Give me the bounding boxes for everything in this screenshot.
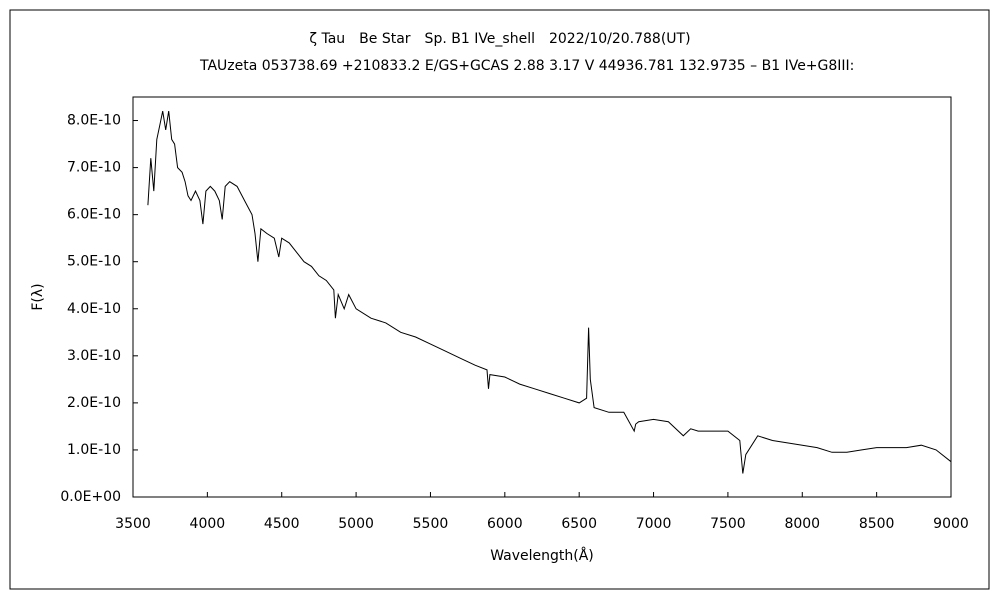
plot-frame [132,96,952,498]
x-tick-label: 6000 [487,516,523,532]
x-tick-label: 5000 [338,516,374,532]
x-tick-label: 9000 [933,516,969,532]
y-tick-label: 2.0E-10 [67,395,121,411]
x-tick-label: 6500 [561,516,597,532]
y-tick-label: 1.0E-10 [67,442,121,458]
x-tick-label: 8000 [784,516,820,532]
x-tick-label: 7000 [636,516,672,532]
x-tick-label: 8500 [859,516,895,532]
y-axis-label: F(λ) [30,283,46,310]
y-tick-label: 7.0E-10 [67,160,121,176]
y-tick-label: 6.0E-10 [67,207,121,223]
x-tick-label: 5500 [413,516,449,532]
x-tick-label: 4000 [190,516,226,532]
y-tick-label: 5.0E-10 [67,254,121,270]
y-tick-label: 0.0E+00 [60,489,121,505]
x-axis-label: Wavelength(Å) [490,547,594,564]
chart-border [9,9,990,590]
chart-title: ζ Tau Be Star Sp. B1 IVe_shell 2022/10/2… [309,31,690,47]
y-tick-label: 4.0E-10 [67,301,121,317]
chart-subtitle: TAUzeta 053738.69 +210833.2 E/GS+GCAS 2.… [199,58,854,74]
spectrum-line [147,110,952,474]
x-tick-label: 3500 [115,516,151,532]
x-tick-label: 4500 [264,516,300,532]
y-tick-label: 8.0E-10 [67,113,121,129]
x-tick-label: 7500 [710,516,746,532]
y-tick-label: 3.0E-10 [67,348,121,364]
